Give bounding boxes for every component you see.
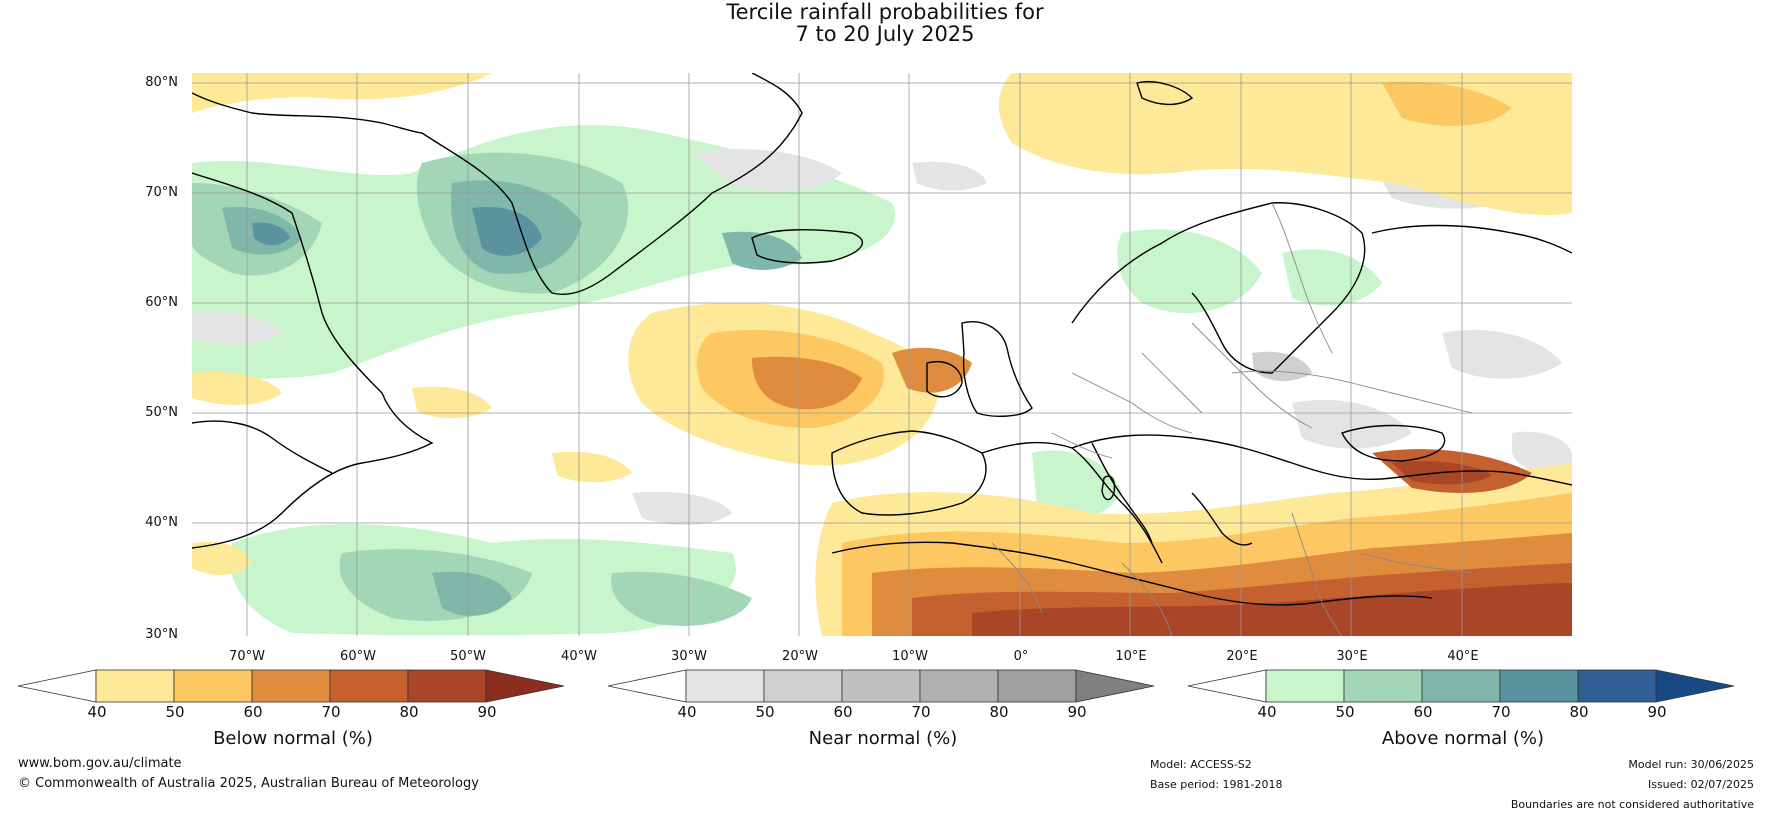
lon-label-10e: 10°E [1115,649,1147,664]
colorbar-label-near: Near normal (%) [808,728,958,749]
colorbar-segment [685,669,765,703]
map-canvas [192,73,1572,636]
below-normal-region [192,73,1572,636]
colorbar-segment [1499,669,1579,703]
colorbar-segment [173,669,253,703]
colorbar-segment [1343,669,1423,703]
lon-label-40e: 40°E [1447,649,1479,664]
lat-label-60n: 60°N [145,295,178,310]
colorbar-segment [1577,669,1657,703]
colorbar-extend-low [607,669,687,703]
footer-model-run: Model run: 30/06/2025 [1628,758,1754,771]
footer-website: www.bom.gov.au/climate [18,756,182,771]
below-tick-90: 90 [477,703,497,721]
lon-label-0: 0° [1013,649,1029,664]
map-gridlines [192,73,1572,636]
near-tick-80: 80 [989,703,1009,721]
lon-label-20w: 20°W [782,649,818,664]
near-tick-40: 40 [677,703,697,721]
near-tick-90: 90 [1067,703,1087,721]
lat-label-70n: 70°N [145,185,178,200]
footer-copyright: © Commonwealth of Australia 2025, Austra… [18,776,479,791]
colorbar-near-normal [607,668,1158,704]
near-tick-60: 60 [833,703,853,721]
above-tick-50: 50 [1335,703,1355,721]
colorbar-below-normal [17,668,568,704]
below-tick-70: 70 [321,703,341,721]
lon-label-30e: 30°E [1336,649,1368,664]
colorbar-segment [919,669,999,703]
colorbar-above-normal [1187,668,1738,704]
lon-label-20e: 20°E [1226,649,1258,664]
colorbar-segment [95,669,175,703]
colorbar-extend-high [485,669,565,703]
colorbar-label-above: Above normal (%) [1381,728,1545,749]
footer-disclaimer: Boundaries are not considered authoritat… [1510,798,1754,811]
lon-label-70w: 70°W [229,649,265,664]
lon-label-10w: 10°W [892,649,928,664]
lat-label-30n: 30°N [145,627,178,642]
map-title: Tercile rainfall probabilities for [726,0,1044,24]
colorbar-segment [1421,669,1501,703]
lat-label-50n: 50°N [145,405,178,420]
colorbar-segment [763,669,843,703]
lon-label-60w: 60°W [340,649,376,664]
country-borders [991,202,1473,636]
below-tick-60: 60 [243,703,263,721]
colorbar-label-below: Below normal (%) [213,728,373,749]
near-tick-70: 70 [911,703,931,721]
colorbar-segment [841,669,921,703]
colorbar-segment [1265,669,1345,703]
colorbar-near-normal-swatches [607,669,1155,703]
colorbar-segment [997,669,1077,703]
footer-base-period: Base period: 1981-2018 [1150,778,1283,791]
colorbar-extend-high [1655,669,1735,703]
above-tick-80: 80 [1569,703,1589,721]
footer-model: Model: ACCESS-S2 [1150,758,1252,771]
colorbar-extend-high [1075,669,1155,703]
below-tick-50: 50 [165,703,185,721]
below-tick-40: 40 [87,703,107,721]
above-tick-70: 70 [1491,703,1511,721]
rainfall-probability-map [192,73,1572,636]
coastlines [192,73,1572,606]
lon-label-30w: 30°W [671,649,707,664]
below-tick-80: 80 [399,703,419,721]
near-tick-50: 50 [755,703,775,721]
above-tick-40: 40 [1257,703,1277,721]
above-tick-90: 90 [1647,703,1667,721]
map-subtitle-period: 7 to 20 July 2025 [795,22,975,46]
footer-issued: Issued: 02/07/2025 [1647,778,1754,791]
colorbar-extend-low [1187,669,1267,703]
lat-label-80n: 80°N [145,75,178,90]
colorbar-segment [407,669,487,703]
colorbar-segment [251,669,331,703]
colorbar-extend-low [17,669,97,703]
above-tick-60: 60 [1413,703,1433,721]
lon-label-40w: 40°W [561,649,597,664]
colorbar-below-normal-swatches [17,669,565,703]
lat-label-40n: 40°N [145,515,178,530]
colorbar-segment [329,669,409,703]
colorbar-above-normal-swatches [1187,669,1735,703]
lon-label-50w: 50°W [450,649,486,664]
